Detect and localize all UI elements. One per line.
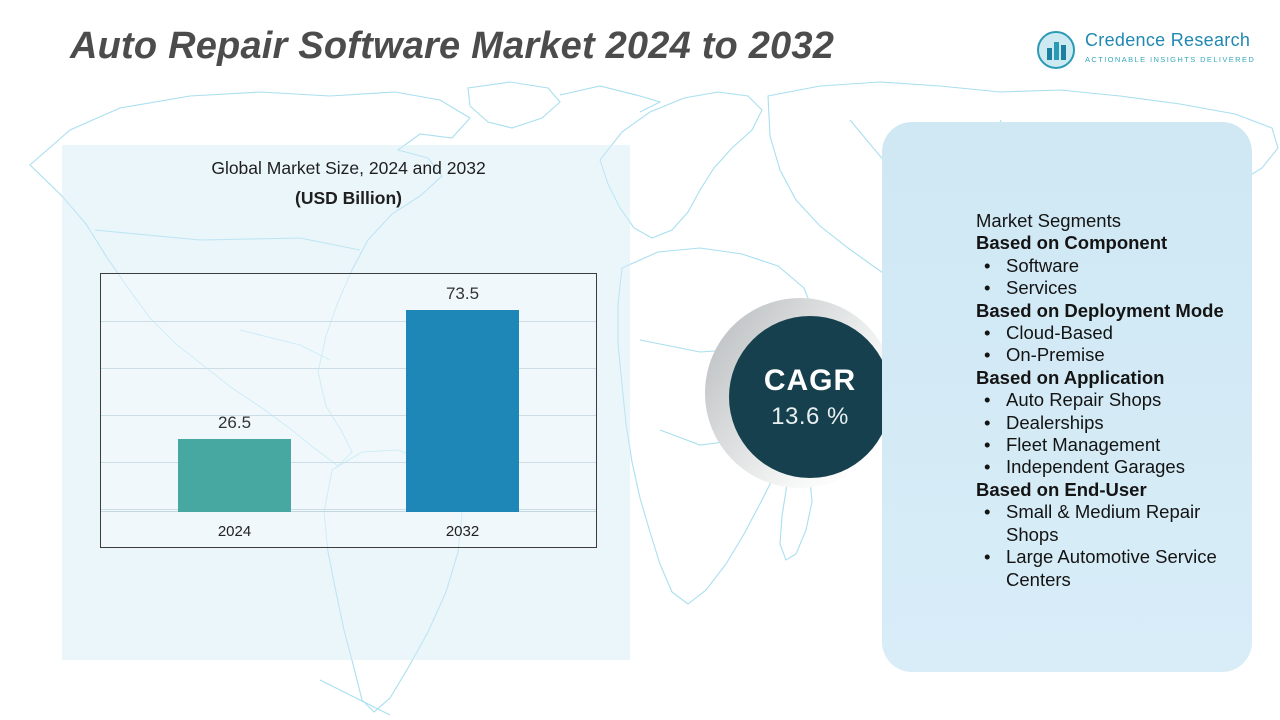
market-segments-panel: Market Segments Based on ComponentSoftwa… bbox=[882, 122, 1252, 672]
brand-logo-text: Credence Research Actionable Insights De… bbox=[1085, 30, 1255, 64]
chart-plot-area: 26.5 2024 73.5 2032 bbox=[100, 273, 597, 548]
chart-subtitle: (USD Billion) bbox=[295, 188, 402, 208]
bars-container: 26.5 2024 73.5 2032 bbox=[101, 284, 596, 540]
segment-list: SoftwareServices bbox=[976, 255, 1238, 300]
segment-heading: Based on Application bbox=[976, 366, 1165, 388]
segment-item: Services bbox=[976, 277, 1228, 300]
cagr-badge: CAGR 13.6 % bbox=[729, 316, 891, 478]
segment-item: Large Automotive Service Centers bbox=[976, 546, 1228, 591]
segment-groups: Based on ComponentSoftwareServicesBased … bbox=[976, 232, 1238, 591]
category-label: 2024 bbox=[217, 523, 252, 540]
cagr-value: 13.6 % bbox=[771, 402, 849, 430]
gridline bbox=[101, 321, 596, 322]
bar-value-label: 26.5 bbox=[217, 413, 252, 432]
segment-heading: Based on Component bbox=[976, 232, 1168, 254]
x-axis-line bbox=[101, 511, 596, 512]
page-title: Auto Repair Software Market 2024 to 2032 bbox=[70, 25, 835, 67]
gridline bbox=[101, 462, 596, 463]
bar-2024 bbox=[178, 439, 291, 512]
bar-group-2032: 73.5 2032 bbox=[406, 284, 519, 540]
segment-item: Auto Repair Shops bbox=[976, 389, 1228, 412]
segment-heading: Based on End-User bbox=[976, 478, 1147, 500]
gridline bbox=[101, 415, 596, 416]
brand-tagline: Actionable Insights Delivered bbox=[1085, 55, 1256, 64]
market-size-chart: Global Market Size, 2024 and 2032 (USD B… bbox=[100, 158, 597, 548]
brand-logo: Credence Research Actionable Insights De… bbox=[1036, 30, 1255, 70]
segment-list: Auto Repair ShopsDealershipsFleet Manage… bbox=[976, 389, 1238, 479]
segments-title: Market Segments bbox=[976, 210, 1121, 231]
segment-item: Independent Garages bbox=[976, 456, 1228, 479]
segment-list: Small & Medium Repair ShopsLarge Automot… bbox=[976, 501, 1238, 591]
segment-item: Small & Medium Repair Shops bbox=[976, 501, 1228, 546]
category-label: 2032 bbox=[445, 523, 480, 540]
brand-logo-icon bbox=[1037, 31, 1075, 69]
segment-item: Fleet Management bbox=[976, 434, 1228, 457]
chart-background-panel bbox=[62, 145, 630, 660]
segment-item: On-Premise bbox=[976, 344, 1228, 367]
bar-value-label: 73.5 bbox=[445, 284, 480, 303]
bar-2032 bbox=[406, 310, 519, 512]
gridline bbox=[101, 368, 596, 369]
gridline bbox=[101, 509, 596, 510]
cagr-label: CAGR bbox=[763, 363, 857, 397]
segment-list: Cloud-BasedOn-Premise bbox=[976, 322, 1238, 367]
segment-item: Dealerships bbox=[976, 412, 1228, 435]
segment-heading: Based on Deployment Mode bbox=[976, 299, 1224, 321]
segment-item: Software bbox=[976, 255, 1228, 278]
chart-title: Global Market Size, 2024 and 2032 bbox=[211, 158, 486, 178]
bar-group-2024: 26.5 2024 bbox=[178, 413, 291, 540]
brand-name: Credence Research bbox=[1085, 30, 1251, 50]
segment-item: Cloud-Based bbox=[976, 322, 1228, 345]
